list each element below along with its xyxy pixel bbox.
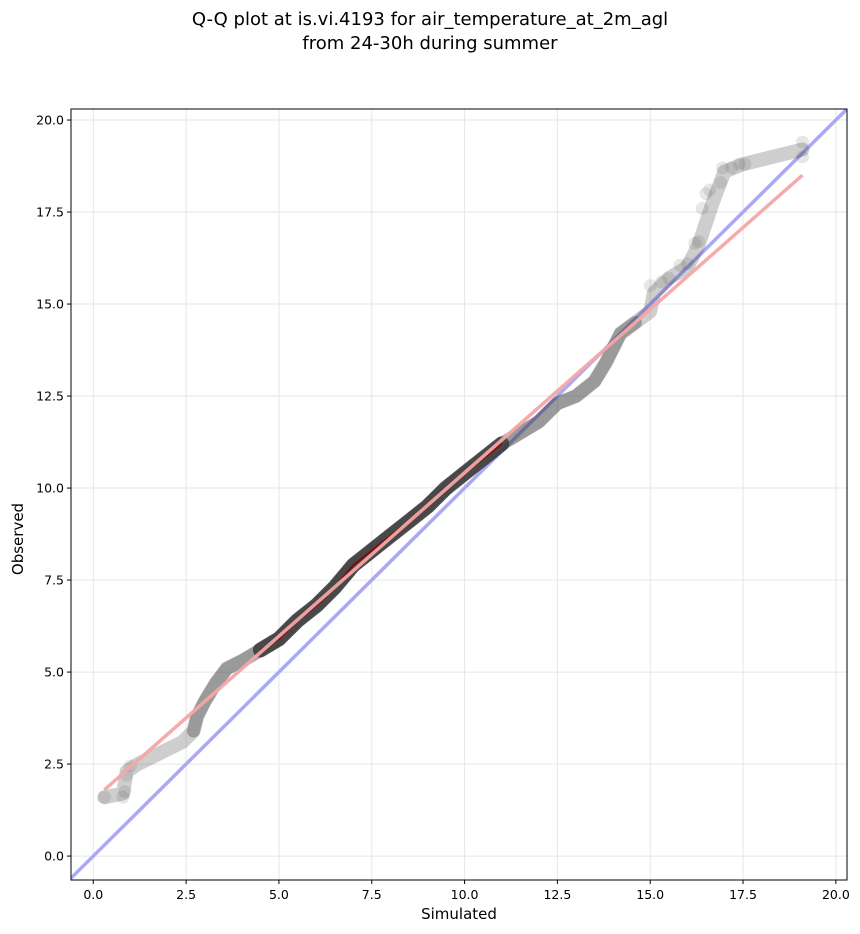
x-tick-label: 5.0 [269, 887, 289, 902]
y-tick-label: 20.0 [36, 113, 64, 128]
plot-series [71, 109, 847, 880]
x-tick-label: 0.0 [83, 887, 103, 902]
scatter-point [714, 176, 728, 190]
x-tick-label: 10.0 [451, 887, 479, 902]
scatter-point [695, 201, 709, 215]
plot-frame [70, 108, 848, 881]
scatter-point [738, 157, 752, 171]
y-tick-label: 2.5 [44, 757, 64, 772]
scatter-point [680, 257, 694, 271]
scatter-point [118, 785, 132, 799]
y-axis-label: Observed [9, 502, 27, 576]
chart-title-line-1: Q-Q plot at is.vi.4193 for air_temperatu… [191, 9, 669, 30]
scatter-point [662, 271, 676, 285]
x-tick-label: 20.0 [822, 887, 850, 902]
scatter-point [97, 790, 111, 804]
scatter-point [654, 275, 668, 289]
scatter-point [795, 150, 809, 164]
x-tick-label: 12.5 [543, 887, 571, 902]
scatter-point [732, 157, 746, 171]
x-tick-label: 2.5 [176, 887, 196, 902]
y-tick-label: 17.5 [36, 205, 64, 220]
y-tick-label: 0.0 [44, 849, 64, 864]
scatter-point [673, 258, 687, 272]
scatter-point [716, 161, 730, 175]
scatter-point [643, 279, 657, 293]
chart-title-line-2: from 24-30h during summer [302, 33, 558, 54]
y-tick-label: 10.0 [36, 481, 64, 496]
y-tick-label: 5.0 [44, 665, 64, 680]
y-tick-label: 7.5 [44, 573, 64, 588]
x-tick-label: 15.0 [636, 887, 664, 902]
x-tick-label: 17.5 [729, 887, 757, 902]
scatter-point [725, 161, 739, 175]
scatter-point [691, 234, 705, 248]
axis-ticks: 0.0 2.5 5.0 7.5 10.0 12.5 15.0 17.5 20.0 0.0 2.5 5.… [36, 113, 850, 902]
x-axis-label: Simulated [421, 905, 497, 923]
reference-line [71, 109, 847, 880]
scatter-point [699, 187, 713, 201]
scatter-point [703, 183, 717, 197]
y-tick-label: 12.5 [36, 389, 64, 404]
grid-lines [71, 109, 847, 880]
fit-line [103, 173, 804, 792]
x-tick-label: 7.5 [362, 887, 382, 902]
scatter-point [688, 236, 702, 250]
chart-title: Q-Q plot at is.vi.4193 for air_temperatu… [0, 8, 860, 56]
scatter-point [795, 135, 809, 149]
scatter-point [116, 790, 130, 804]
y-tick-label: 15.0 [36, 297, 64, 312]
